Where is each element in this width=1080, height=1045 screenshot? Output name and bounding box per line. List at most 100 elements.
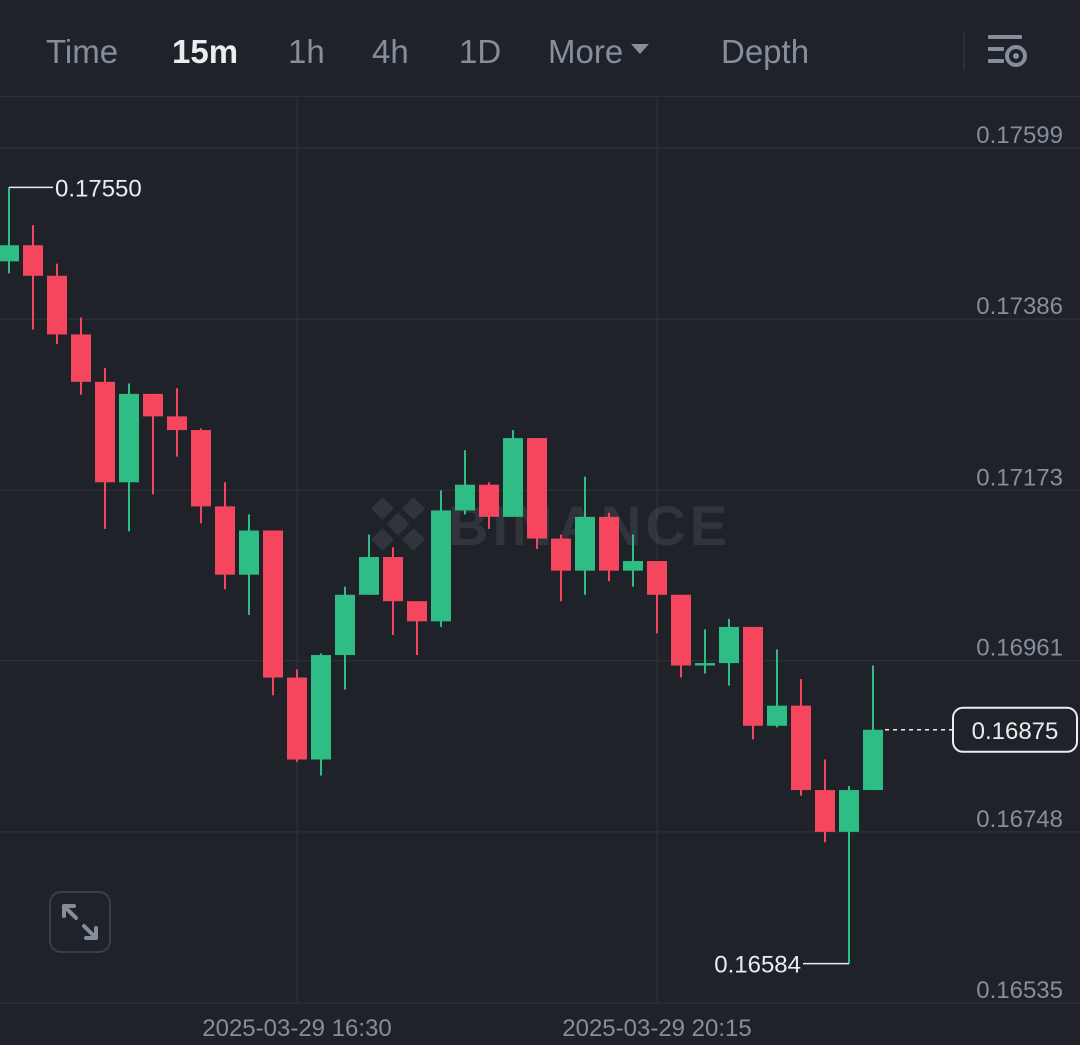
y-tick-label: 0.17599	[976, 122, 1063, 149]
y-tick-label: 0.16961	[976, 635, 1063, 662]
candle-body	[863, 729, 883, 791]
candle	[863, 665, 883, 791]
candle	[551, 534, 571, 602]
candle-body	[791, 705, 811, 791]
price-axis: 0.17599 0.17386 0.17173 0.16961 0.16748 0.165…	[976, 122, 1063, 1004]
candle	[743, 626, 763, 740]
candle	[623, 534, 643, 587]
tab-15m[interactable]: 15m	[172, 33, 239, 70]
candle	[503, 430, 523, 517]
candle-body	[599, 516, 619, 571]
candle	[359, 534, 379, 595]
candle-body	[479, 484, 499, 517]
candle	[431, 490, 451, 627]
candle	[95, 368, 115, 529]
candle-body	[287, 677, 307, 760]
candle	[23, 225, 43, 330]
tab-1d[interactable]: 1D	[459, 33, 502, 70]
tab-more-label: More	[548, 33, 624, 70]
candle-body	[815, 790, 835, 832]
candle	[719, 618, 739, 686]
candle-body	[359, 557, 379, 595]
candle-body	[503, 438, 523, 517]
current-price-label: 0.16875	[972, 718, 1059, 745]
candle	[671, 594, 691, 678]
candle-body	[767, 705, 787, 726]
candle	[239, 514, 259, 615]
candle-body	[407, 601, 427, 622]
candle	[815, 759, 835, 843]
candle-body	[383, 557, 403, 602]
chart-settings-icon[interactable]	[986, 32, 1030, 72]
caret-down-icon	[631, 44, 650, 55]
y-tick-label: 0.16535	[976, 977, 1063, 1004]
candle-body	[23, 245, 43, 276]
candle-body	[575, 516, 595, 571]
high-price-label: 0.17550	[55, 175, 142, 202]
candle-body	[695, 663, 715, 666]
candle-body	[719, 626, 739, 664]
expand-chart-button[interactable]	[49, 891, 111, 953]
tab-1h[interactable]: 1h	[288, 33, 325, 70]
candle	[0, 187, 19, 274]
tab-more[interactable]: More	[548, 30, 650, 74]
tab-4h[interactable]: 4h	[372, 33, 409, 70]
candle-body	[95, 381, 115, 483]
candle	[311, 653, 331, 776]
candle-body	[215, 506, 235, 575]
tab-time[interactable]: Time	[46, 33, 119, 70]
x-tick-label: 2025-03-29 20:15	[562, 1015, 752, 1042]
candle	[839, 786, 859, 964]
candle	[215, 482, 235, 590]
candle	[407, 601, 427, 656]
candle-body	[143, 393, 163, 417]
candle	[167, 388, 187, 457]
current-price-box	[952, 706, 1078, 753]
candle	[791, 679, 811, 796]
candle	[335, 586, 355, 690]
candle	[143, 393, 163, 495]
candle	[263, 530, 283, 696]
candle	[647, 561, 667, 634]
candle-body	[623, 561, 643, 571]
tab-depth[interactable]: Depth	[721, 33, 810, 70]
interval-toolbar: Time 15m 1h 4h 1D More Depth	[0, 0, 1080, 97]
candle-body	[551, 538, 571, 571]
candle-body	[431, 510, 451, 622]
candle	[479, 482, 499, 529]
candle	[767, 649, 787, 728]
candle-body	[263, 530, 283, 678]
candle-body	[119, 393, 139, 483]
candle	[71, 317, 91, 395]
candle	[695, 629, 715, 674]
toolbar-divider	[963, 32, 965, 70]
candle-body	[743, 626, 763, 726]
y-tick-label: 0.16748	[976, 806, 1063, 833]
candle-body	[647, 561, 667, 595]
candle	[527, 438, 547, 549]
candles	[0, 187, 883, 964]
candle-body	[335, 594, 355, 656]
candle-body	[71, 334, 91, 382]
candle-body	[839, 790, 859, 832]
x-tick-label: 2025-03-29 16:30	[202, 1015, 392, 1042]
y-tick-label: 0.17173	[976, 464, 1063, 491]
candle	[383, 547, 403, 635]
candle-body	[167, 416, 187, 431]
candle	[191, 428, 211, 524]
candle-body	[671, 594, 691, 666]
candle	[455, 450, 475, 515]
candle	[575, 476, 595, 595]
low-price-label: 0.16584	[714, 952, 801, 979]
candle-body	[527, 438, 547, 539]
y-tick-label: 0.17386	[976, 293, 1063, 320]
candle-body	[239, 530, 259, 575]
candle-body	[455, 484, 475, 511]
annotations: 0.17550 0.16584 0.16875	[9, 175, 1078, 979]
candle	[287, 669, 307, 762]
candle	[47, 263, 67, 345]
candle	[599, 512, 619, 582]
candle-body	[0, 245, 19, 262]
candle	[119, 383, 139, 532]
